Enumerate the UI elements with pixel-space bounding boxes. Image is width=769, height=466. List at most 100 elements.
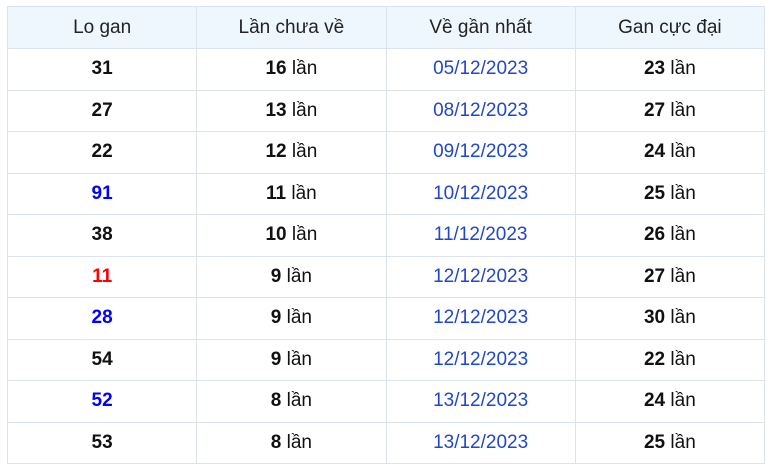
header-last-seen: Về gần nhất: [385, 6, 576, 49]
max-gap-count: 25: [643, 182, 666, 204]
lo-number: 27: [91, 99, 113, 121]
missed-cell: 8 lần: [196, 380, 387, 423]
max-gap-count: 30: [643, 307, 666, 329]
unit: lần: [670, 141, 696, 163]
unit: lần: [670, 431, 696, 453]
last-seen-date: 08/12/2023: [433, 99, 529, 121]
max-gap-cell: 24 lần: [574, 380, 766, 423]
unit: lần: [291, 99, 318, 121]
max-gap-count: 27: [643, 99, 666, 121]
table-row: 53 8 lần 13/12/2023 25 lần: [6, 421, 766, 464]
max-gap-count: 23: [643, 58, 666, 80]
unit: lần: [286, 348, 312, 370]
lo-number-cell: 28: [6, 297, 198, 340]
table-row: 52 8 lần 13/12/2023 24 lần: [6, 380, 766, 423]
missed-cell: 9 lần: [196, 255, 387, 298]
max-gap-count: 24: [643, 390, 666, 412]
unit: lần: [286, 390, 312, 412]
lo-number-cell: 54: [6, 338, 198, 381]
unit: lần: [670, 307, 696, 329]
last-seen-cell: 10/12/2023: [385, 172, 576, 215]
lo-number: 52: [91, 390, 113, 412]
last-seen-cell: 12/12/2023: [385, 297, 576, 340]
unit: lần: [291, 224, 318, 246]
lo-number-cell: 52: [6, 380, 198, 423]
missed-cell: 13 lần: [196, 89, 387, 132]
table-row: 31 16 lần 05/12/2023 23 lần: [6, 48, 766, 91]
max-gap-cell: 25 lần: [574, 421, 766, 464]
header-max-gap: Gan cực đại: [574, 6, 766, 49]
unit: lần: [291, 182, 317, 204]
missed-count: 9: [270, 348, 282, 370]
max-gap-cell: 25 lần: [574, 172, 766, 215]
table-row: 54 9 lần 12/12/2023 22 lần: [6, 338, 766, 381]
unit: lần: [670, 182, 696, 204]
header-row: Lo gan Lần chưa về Về gần nhất Gan cực đ…: [6, 6, 766, 49]
lo-number-cell: 91: [6, 172, 198, 215]
last-seen-cell: 13/12/2023: [385, 421, 576, 464]
lo-number-cell: 38: [6, 214, 198, 257]
unit: lần: [670, 348, 696, 370]
missed-count: 8: [270, 390, 282, 412]
missed-count: 13: [265, 99, 287, 121]
missed-count: 9: [270, 307, 282, 329]
lo-number: 91: [91, 182, 113, 204]
unit: lần: [670, 58, 696, 80]
unit: lần: [670, 265, 696, 287]
last-seen-date: 13/12/2023: [433, 431, 529, 453]
max-gap-cell: 27 lần: [574, 89, 766, 132]
unit: lần: [286, 265, 312, 287]
max-gap-cell: 24 lần: [574, 131, 766, 174]
missed-count: 8: [270, 431, 282, 453]
table-row: 22 12 lần 09/12/2023 24 lần: [6, 131, 766, 174]
missed-count: 10: [265, 224, 287, 246]
lo-number-cell: 31: [6, 48, 198, 91]
missed-cell: 12 lần: [196, 131, 387, 174]
max-gap-count: 24: [643, 141, 666, 163]
lo-number: 38: [91, 224, 113, 246]
unit: lần: [286, 307, 312, 329]
last-seen-cell: 09/12/2023: [385, 131, 576, 174]
last-seen-cell: 11/12/2023: [385, 214, 576, 257]
missed-count: 11: [266, 182, 287, 204]
last-seen-cell: 05/12/2023: [385, 48, 576, 91]
lo-number: 22: [91, 141, 113, 163]
table-row: 91 11 lần 10/12/2023 25 lần: [6, 172, 766, 215]
header-missed-count: Lần chưa về: [196, 6, 387, 49]
lo-number: 53: [91, 431, 113, 453]
last-seen-cell: 13/12/2023: [385, 380, 576, 423]
lo-number: 28: [91, 307, 113, 329]
lo-number: 11: [92, 265, 113, 287]
last-seen-date: 11/12/2023: [433, 224, 528, 246]
lo-number-cell: 22: [6, 131, 198, 174]
unit: lần: [291, 141, 318, 163]
last-seen-date: 12/12/2023: [433, 348, 529, 370]
missed-cell: 16 lần: [196, 48, 387, 91]
unit: lần: [670, 99, 696, 121]
missed-cell: 8 lần: [196, 421, 387, 464]
lo-number: 31: [91, 58, 113, 80]
lo-number-cell: 53: [6, 421, 198, 464]
last-seen-date: 09/12/2023: [433, 141, 529, 163]
lo-number-cell: 11: [6, 255, 198, 298]
last-seen-date: 12/12/2023: [433, 265, 529, 287]
max-gap-count: 25: [643, 431, 666, 453]
last-seen-date: 13/12/2023: [433, 390, 529, 412]
lo-gan-table: Lo gan Lần chưa về Về gần nhất Gan cực đ…: [6, 6, 766, 464]
table-row: 28 9 lần 12/12/2023 30 lần: [6, 297, 766, 340]
table-row: 38 10 lần 11/12/2023 26 lần: [6, 214, 766, 257]
missed-count: 12: [265, 141, 287, 163]
last-seen-cell: 12/12/2023: [385, 338, 576, 381]
lo-number-cell: 27: [6, 89, 198, 132]
max-gap-cell: 26 lần: [574, 214, 766, 257]
unit: lần: [670, 390, 696, 412]
lo-number: 54: [91, 348, 113, 370]
max-gap-cell: 30 lần: [574, 297, 766, 340]
missed-cell: 10 lần: [196, 214, 387, 257]
unit: lần: [286, 431, 312, 453]
last-seen-date: 05/12/2023: [433, 58, 529, 80]
max-gap-count: 26: [643, 224, 666, 246]
unit: lần: [670, 224, 696, 246]
last-seen-cell: 08/12/2023: [385, 89, 576, 132]
table-row: 11 9 lần 12/12/2023 27 lần: [6, 255, 766, 298]
